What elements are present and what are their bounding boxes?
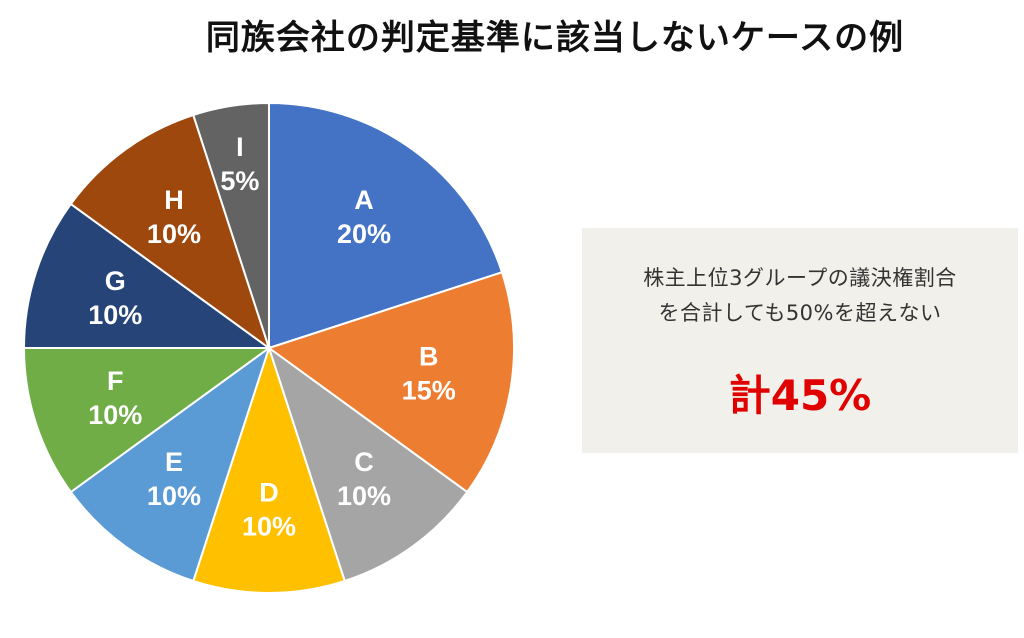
slice-label-b: B [419, 341, 439, 371]
slice-value-a: 20% [337, 219, 391, 249]
slice-label-i: I [236, 132, 244, 162]
pie-slice-b [266, 271, 515, 494]
pie-slice-f [22, 347, 273, 494]
note-total: 計45% [728, 371, 872, 420]
slice-label-e: E [165, 447, 183, 477]
pie-slice-h [69, 113, 271, 351]
slice-label-c: C [354, 447, 374, 477]
pie-slices [22, 101, 515, 594]
pie-slice-g [22, 202, 273, 349]
slice-label-g: G [105, 266, 126, 296]
note-line-2: を合計しても50%を超えない [658, 301, 942, 325]
pie-slice-a [268, 101, 504, 350]
pie-slice-d [192, 344, 346, 594]
slice-value-b: 15% [402, 375, 456, 405]
slice-label-a: A [354, 185, 374, 215]
chart-title: 同族会社の判定基準に該当しないケースの例 [205, 18, 905, 58]
pie-labels: A 20% B 15% C 10% D 10% E 10% F 10% G 10% H 10% I 5% [88, 132, 456, 542]
slice-value-i: 5% [220, 166, 259, 196]
pie-slice-i [192, 101, 270, 349]
slice-value-h: 10% [147, 219, 201, 249]
pie-slice-e [69, 345, 271, 583]
note-box: 株主上位3グループの議決権割合 を合計しても50%を超えない 計45% [582, 228, 1018, 453]
slice-value-c: 10% [337, 481, 391, 511]
pie-slice-c [267, 345, 469, 583]
note-line-1: 株主上位3グループの議決権割合 [643, 266, 957, 290]
slice-value-g: 10% [88, 300, 142, 330]
slice-label-f: F [107, 366, 124, 396]
slice-value-d: 10% [242, 512, 296, 542]
slice-label-h: H [164, 185, 184, 215]
slice-label-d: D [259, 478, 279, 508]
slice-value-f: 10% [88, 400, 142, 430]
slice-value-e: 10% [147, 481, 201, 511]
